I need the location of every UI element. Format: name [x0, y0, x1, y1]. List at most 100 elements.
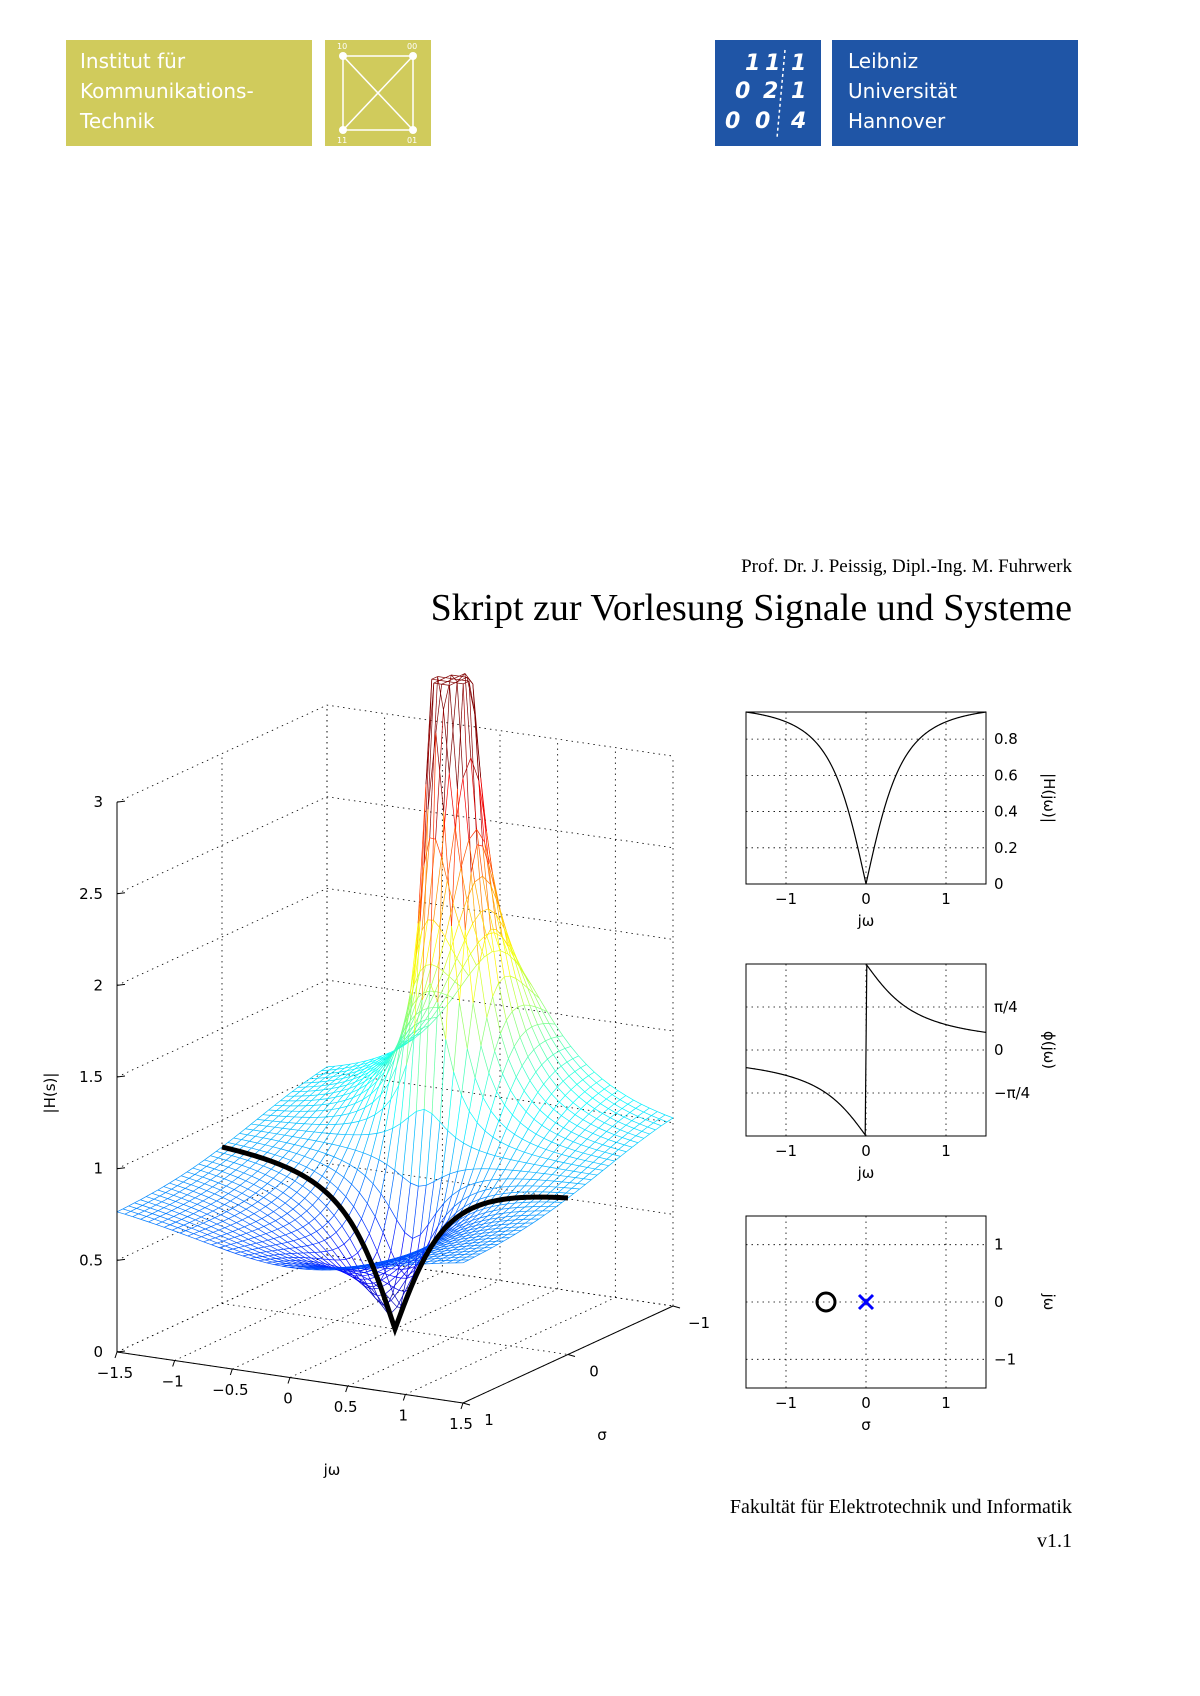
mesh-line: [564, 1095, 574, 1103]
mesh-line: [522, 1138, 531, 1144]
mesh-line: [457, 683, 464, 789]
mesh-line: [522, 1214, 530, 1220]
mesh-line: [261, 1188, 270, 1194]
mesh-line: [269, 1244, 276, 1247]
mesh-line: [321, 1084, 330, 1087]
mesh-line: [268, 1126, 275, 1133]
mesh-line: [226, 1208, 233, 1212]
mesh-line: [260, 1125, 268, 1132]
mesh-line: [525, 1111, 535, 1120]
mesh-line: [269, 1223, 278, 1230]
mesh-line: [360, 1060, 367, 1066]
mesh-line: [467, 1182, 476, 1187]
mesh-line: [586, 1097, 593, 1104]
mesh-line: [400, 1064, 407, 1124]
mesh-line: [196, 1200, 204, 1205]
mesh-line: [470, 1236, 477, 1241]
mesh-line: [461, 676, 468, 681]
mesh-line: [274, 1148, 282, 1156]
mesh-line: [579, 1135, 588, 1140]
mesh-line: [277, 1248, 284, 1251]
mesh-line: [510, 1207, 518, 1213]
mesh-line: [447, 1206, 455, 1221]
mesh-line: [468, 1234, 475, 1239]
mesh-line: [637, 1115, 646, 1121]
mesh-line: [286, 1213, 296, 1221]
mesh-line: [577, 1178, 584, 1184]
mesh-line: [320, 1162, 329, 1168]
mesh-line: [496, 929, 503, 937]
mesh-line: [396, 1291, 406, 1308]
mesh-line: [425, 1007, 434, 1020]
mesh-line: [594, 1108, 603, 1114]
mesh-line: [535, 1064, 542, 1073]
mesh-line: [316, 1231, 325, 1241]
mesh-line: [169, 1221, 176, 1226]
mesh-line: [348, 1068, 355, 1074]
mesh-line: [157, 1189, 166, 1193]
mesh-line: [392, 1123, 401, 1129]
mesh-line: [167, 1216, 174, 1220]
mesh-line: [382, 1099, 391, 1110]
mesh-line: [485, 1210, 494, 1213]
mesh-line: [618, 1144, 625, 1150]
mesh-line: [211, 1242, 218, 1246]
mesh-line: [551, 1168, 559, 1175]
mesh-line: [325, 1153, 334, 1158]
mesh-line: [187, 1235, 196, 1240]
mesh-line: [246, 1249, 253, 1252]
mesh-line: [455, 1200, 463, 1214]
mesh-line: [395, 1256, 402, 1259]
mesh-line: [165, 1213, 174, 1217]
mesh-line: [393, 1258, 400, 1262]
mesh-line: [274, 1126, 283, 1129]
mesh-line: [641, 1130, 650, 1135]
mesh-line: [493, 932, 501, 951]
mesh-line: [179, 1232, 188, 1237]
mesh-line: [561, 1115, 570, 1122]
mesh-line: [224, 1245, 234, 1250]
mesh-line: [230, 1244, 239, 1248]
mesh-line: [331, 1133, 338, 1145]
mesh-line: [573, 1170, 582, 1173]
mesh-line: [411, 971, 421, 1007]
mesh-line: [409, 1029, 418, 1040]
mesh-line: [418, 1247, 426, 1251]
mesh-line: [477, 1212, 486, 1216]
mesh-line: [324, 1236, 331, 1241]
mesh-line: [151, 1189, 159, 1194]
mesh-line: [500, 1033, 509, 1059]
mesh-line: [308, 1252, 318, 1259]
mesh-line: [448, 773, 456, 827]
mesh-line: [363, 1270, 373, 1273]
mesh-line: [239, 1157, 248, 1161]
mesh-line: [302, 1252, 312, 1259]
mesh-line: [405, 1025, 415, 1039]
mesh-line: [541, 1058, 548, 1066]
mesh-line: [653, 1122, 662, 1127]
mesh-line: [449, 682, 456, 686]
mesh-line: [627, 1103, 636, 1109]
mesh-line: [479, 1212, 486, 1219]
mesh-line: [339, 1100, 346, 1109]
mesh-line: [240, 1208, 247, 1213]
mesh-line: [299, 1105, 307, 1112]
mesh-line: [261, 1183, 268, 1189]
mesh-line: [247, 1134, 256, 1137]
mesh-line: [271, 1249, 278, 1252]
mesh-line: [471, 1214, 478, 1221]
mesh-line: [563, 1120, 570, 1128]
mesh-line: [506, 1170, 513, 1180]
mesh-line: [596, 1078, 603, 1084]
mesh-line: [234, 1252, 243, 1257]
mesh-line: [383, 1052, 391, 1057]
mesh-line: [490, 1110, 500, 1122]
mesh-line: [547, 1109, 554, 1118]
mesh-line: [282, 1157, 291, 1161]
mesh-line: [162, 1218, 169, 1223]
mesh-line: [232, 1228, 239, 1232]
mesh-line: [523, 1080, 531, 1092]
mesh-line: [565, 1164, 572, 1171]
mesh-line: [483, 1179, 492, 1182]
mesh-line: [440, 976, 450, 994]
